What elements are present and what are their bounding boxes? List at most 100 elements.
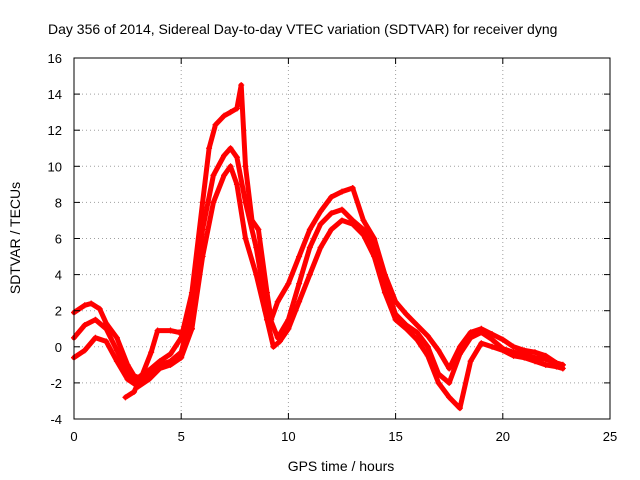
data-point-marker xyxy=(414,322,421,329)
data-point-marker xyxy=(456,351,463,358)
data-point-marker xyxy=(233,105,240,112)
data-point-marker xyxy=(446,365,453,372)
data-point-marker xyxy=(510,352,517,359)
data-point-marker xyxy=(306,226,313,233)
data-point-marker xyxy=(478,329,485,336)
data-point-marker xyxy=(553,363,560,370)
series-layer xyxy=(71,82,566,412)
y-tick-label: 14 xyxy=(48,87,62,102)
y-tick-label: 6 xyxy=(55,232,62,247)
y-axis-label: SDTVAR / TECUs xyxy=(7,182,23,294)
data-point-marker xyxy=(131,388,138,395)
y-tick-label: 4 xyxy=(55,268,62,283)
data-point-marker xyxy=(285,325,292,332)
data-point-marker xyxy=(414,329,421,336)
data-point-marker xyxy=(467,334,474,341)
y-tick-label: 12 xyxy=(48,123,62,138)
data-point-marker xyxy=(182,327,189,334)
data-point-marker xyxy=(206,145,213,152)
data-point-marker xyxy=(276,338,283,345)
data-point-marker xyxy=(167,351,174,358)
x-axis-label: GPS time / hours xyxy=(288,458,395,474)
data-point-marker xyxy=(559,365,566,372)
data-point-marker xyxy=(381,289,388,296)
data-point-marker xyxy=(221,172,228,179)
data-point-marker xyxy=(414,336,421,343)
data-point-marker xyxy=(360,217,367,224)
data-point-marker xyxy=(328,210,335,217)
data-point-marker xyxy=(227,109,234,116)
data-point-marker xyxy=(339,206,345,213)
grid-layer xyxy=(74,58,610,419)
data-point-marker xyxy=(349,184,356,191)
data-point-marker xyxy=(233,154,240,161)
data-point-marker xyxy=(253,244,260,251)
data-point-marker xyxy=(167,361,174,368)
data-point-marker xyxy=(113,347,120,354)
y-tick-label: -2 xyxy=(50,376,62,391)
data-point-marker xyxy=(499,336,506,343)
data-point-marker xyxy=(242,199,249,206)
data-point-marker xyxy=(531,358,538,365)
data-point-marker xyxy=(81,302,88,309)
x-tick-label: 10 xyxy=(281,429,295,444)
data-point-marker xyxy=(317,244,324,251)
data-point-marker xyxy=(467,358,474,365)
data-point-marker xyxy=(360,231,367,238)
data-point-marker xyxy=(296,280,303,287)
data-point-marker xyxy=(270,343,277,350)
data-point-marker xyxy=(424,343,431,350)
x-tick-label: 0 xyxy=(70,429,77,444)
data-point-marker xyxy=(238,82,245,89)
markers-track-lower xyxy=(71,163,566,412)
data-point-marker xyxy=(467,329,474,336)
data-point-marker xyxy=(446,379,453,386)
data-point-marker xyxy=(103,320,110,327)
data-point-marker xyxy=(253,271,260,278)
markers-arc-segments xyxy=(122,325,195,401)
data-point-marker xyxy=(81,347,88,354)
data-point-marker xyxy=(88,300,95,307)
data-point-marker xyxy=(233,181,240,188)
data-point-marker xyxy=(113,334,120,341)
data-point-marker xyxy=(424,332,431,339)
chart-title: Day 356 of 2014, Sidereal Day-to-day VTE… xyxy=(48,21,557,37)
data-point-marker xyxy=(103,325,110,332)
data-point-marker xyxy=(124,376,131,383)
data-point-marker xyxy=(349,221,356,228)
data-point-marker xyxy=(122,394,129,401)
data-point-marker xyxy=(435,347,442,354)
data-point-marker xyxy=(478,340,485,347)
data-point-marker xyxy=(285,280,292,287)
data-point-marker xyxy=(139,370,146,377)
data-point-marker xyxy=(531,349,538,356)
data-point-marker xyxy=(154,327,161,334)
data-point-marker xyxy=(242,163,249,170)
data-point-marker xyxy=(403,325,410,332)
y-tick-label: 0 xyxy=(55,340,62,355)
data-point-marker xyxy=(199,226,206,233)
plot-frame xyxy=(73,57,611,420)
data-point-marker xyxy=(499,347,506,354)
data-point-marker xyxy=(489,343,496,350)
data-point-marker xyxy=(542,361,549,368)
data-point-marker xyxy=(489,336,496,343)
y-tick-label: 8 xyxy=(55,195,62,210)
data-point-marker xyxy=(148,349,155,356)
x-tick-label: 20 xyxy=(496,429,510,444)
data-point-marker xyxy=(113,358,120,365)
data-point-marker xyxy=(199,199,206,206)
data-point-marker xyxy=(317,208,324,215)
data-point-marker xyxy=(446,394,453,401)
data-point-marker xyxy=(392,316,399,323)
markers-track-middle xyxy=(71,145,566,386)
y-tick-label: 10 xyxy=(48,159,62,174)
data-point-marker xyxy=(542,356,549,363)
data-point-marker xyxy=(371,235,378,242)
data-point-marker xyxy=(92,316,99,323)
data-point-marker xyxy=(424,352,431,359)
tick-layer: 0 5 10 15 20 25 -4 -2 0 2 4 6 8 10 12 14 16 xyxy=(48,51,618,444)
data-point-marker xyxy=(306,244,313,251)
data-point-marker xyxy=(92,334,99,341)
